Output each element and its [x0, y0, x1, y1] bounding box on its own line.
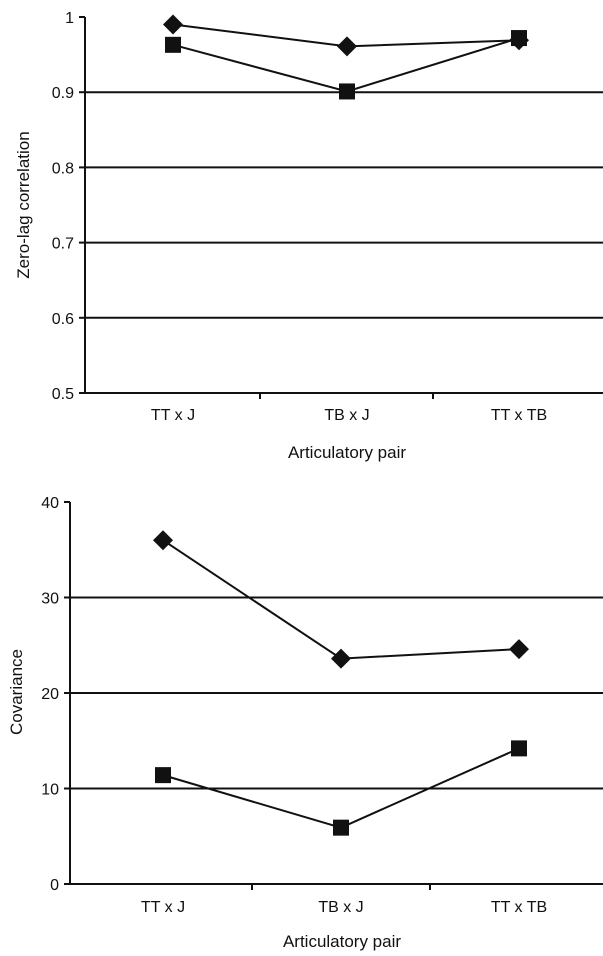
diamond-marker	[331, 648, 351, 669]
x-tick-label-tb-x-j: TB x J	[318, 899, 363, 916]
diamond-series-line	[162, 539, 520, 660]
y-tick-label: 0	[50, 877, 59, 894]
x-tick-label-tt-x-tb: TT x TB	[491, 899, 547, 916]
x-tick-label-tt-x-j: TT x J	[151, 407, 195, 424]
y-tick-label: 40	[41, 495, 59, 512]
y-tick-label: 10	[41, 782, 59, 799]
diamond-marker	[337, 36, 357, 57]
square-marker	[339, 83, 355, 100]
x-tick-label-tb-x-j: TB x J	[324, 407, 369, 424]
square-marker	[333, 819, 349, 836]
y-axis-title: Covariance	[7, 649, 26, 735]
x-tick-label-tt-x-tb: TT x TB	[491, 407, 547, 424]
y-axis-title: Zero-lag correlation	[14, 131, 33, 278]
square-marker	[155, 767, 171, 784]
y-tick-label: 0.8	[52, 160, 74, 177]
y-tick-label: 30	[41, 591, 59, 608]
y-tick-label: 20	[41, 686, 59, 703]
x-tick-label-tt-x-j: TT x J	[141, 899, 185, 916]
x-axis-title: Articulatory pair	[288, 443, 406, 462]
y-tick-label: 0.9	[52, 85, 74, 102]
y-tick-label: 0.5	[52, 386, 74, 403]
square-marker	[511, 740, 527, 757]
y-tick-label: 0.7	[52, 236, 74, 253]
diamond-marker	[509, 639, 529, 660]
y-tick-label: 0.6	[52, 311, 74, 328]
square-marker	[165, 36, 181, 53]
covariance-chart: 0 10 20 30 40 TT x J TB x J TT x TB Articulator…	[7, 495, 603, 951]
diamond-marker	[163, 14, 183, 35]
zero-lag-correlation-chart: 0.5 0.6 0.7 0.8 0.9 1 TT x J TB x J TT x TB Arti…	[14, 10, 603, 462]
square-marker	[511, 30, 527, 47]
diamond-marker	[153, 530, 173, 551]
y-tick-label: 1	[65, 10, 74, 27]
x-axis-title: Articulatory pair	[283, 932, 401, 951]
